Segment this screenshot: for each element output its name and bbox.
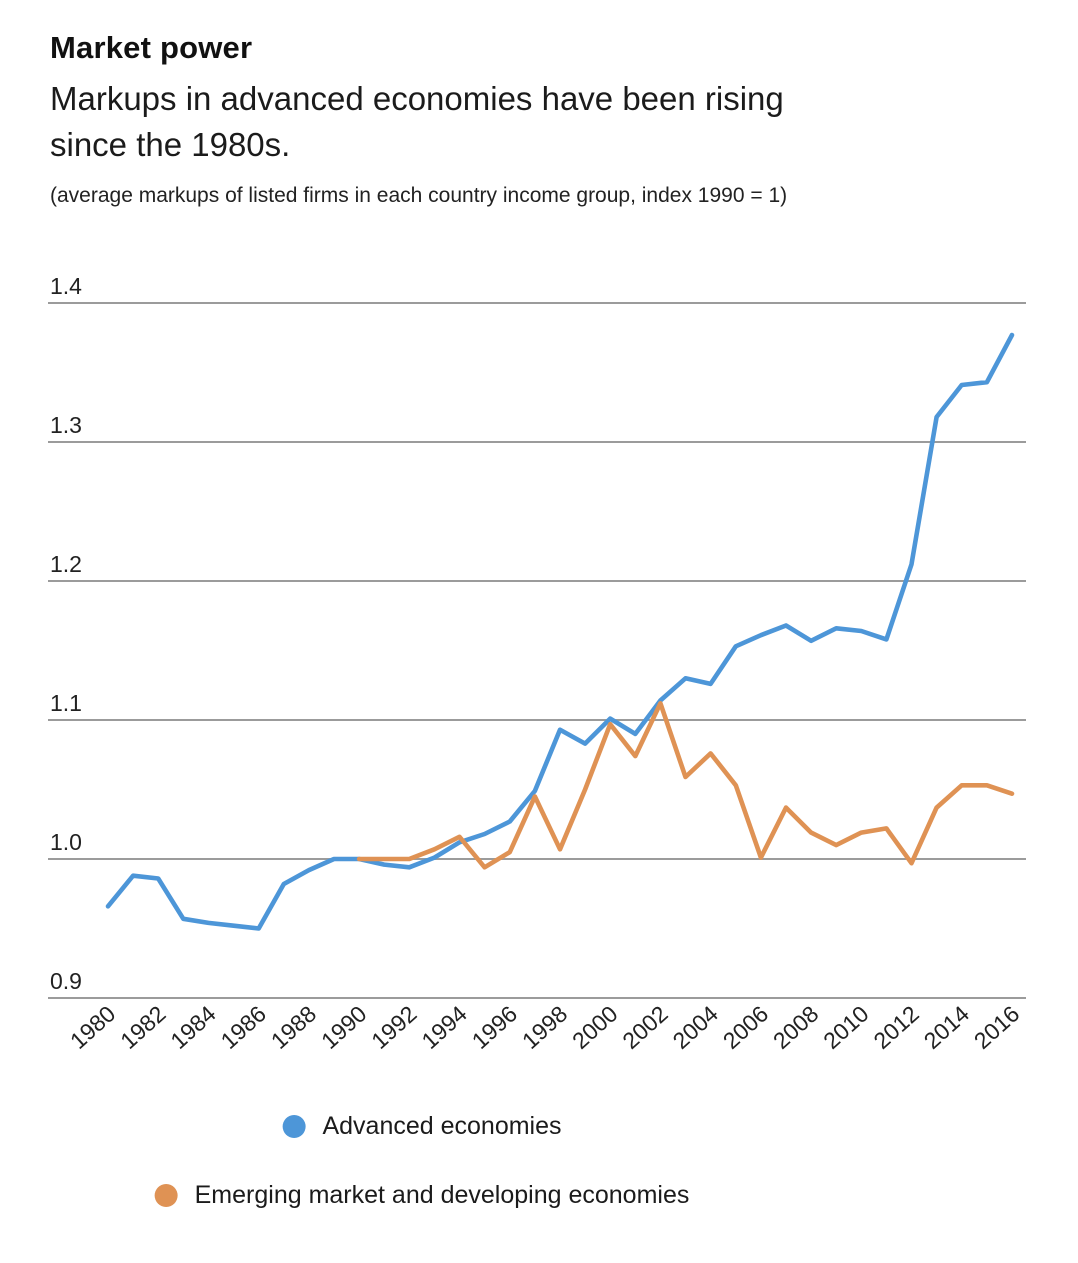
x-tick-label: 1984 [165, 1000, 221, 1054]
legend-dot-icon [154, 1184, 178, 1207]
chart-header: Market power Markups in advanced economi… [50, 30, 1040, 208]
x-tick-label: 2012 [868, 1000, 923, 1054]
x-tick-label: 2008 [768, 1000, 823, 1054]
x-tick-label: 2016 [969, 1000, 1024, 1054]
x-tick-label: 2002 [617, 1000, 672, 1054]
legend-label: Emerging market and developing economies [194, 1181, 690, 1209]
legend-dot-icon [282, 1115, 306, 1138]
x-tick-label: 2010 [818, 1000, 873, 1054]
y-tick-label: 1.4 [50, 273, 82, 299]
chart-title: Market power [50, 30, 253, 65]
x-tick-label: 1986 [216, 1000, 271, 1054]
line-chart: 0.91.01.11.21.31.41980198219841986198819… [48, 273, 1026, 1054]
x-tick-label: 2006 [718, 1000, 773, 1054]
x-tick-label: 1994 [416, 1000, 472, 1054]
series-line-advanced [105, 332, 1015, 931]
x-tick-label: 1990 [316, 1000, 371, 1054]
x-tick-label: 1988 [266, 1000, 321, 1054]
legend-item-advanced-economies: Advanced economies [282, 1112, 562, 1141]
chart-subtitle: Markups in advanced economies have been … [50, 76, 1040, 168]
x-tick-label: 1996 [467, 1000, 522, 1054]
chart-subtitle-line-2: since the 1980s. [50, 126, 291, 163]
chart-unit-note: (average markups of listed firms in each… [50, 184, 788, 207]
legend-label: Advanced economies [322, 1112, 562, 1140]
y-tick-label: 1.2 [50, 551, 82, 577]
y-tick-label: 1.1 [50, 690, 82, 716]
x-tick-label: 2000 [567, 1000, 622, 1054]
chart-legend: Advanced economies Emerging market and d… [154, 1112, 690, 1210]
series-line-emerging [356, 700, 1015, 870]
x-tick-label: 1982 [115, 1000, 170, 1054]
x-tick-label: 1980 [65, 1000, 120, 1054]
x-tick-label: 2014 [919, 1000, 975, 1054]
x-tick-label: 1992 [366, 1000, 421, 1054]
chart-subtitle-line-1: Markups in advanced economies have been … [50, 80, 784, 117]
legend-item-emerging-economies: Emerging market and developing economies [154, 1181, 690, 1210]
y-tick-label: 1.3 [50, 412, 82, 438]
x-tick-label: 1998 [517, 1000, 572, 1054]
x-tick-label: 2004 [668, 1000, 724, 1054]
y-tick-label: 0.9 [50, 968, 82, 994]
y-tick-label: 1.0 [50, 829, 82, 855]
